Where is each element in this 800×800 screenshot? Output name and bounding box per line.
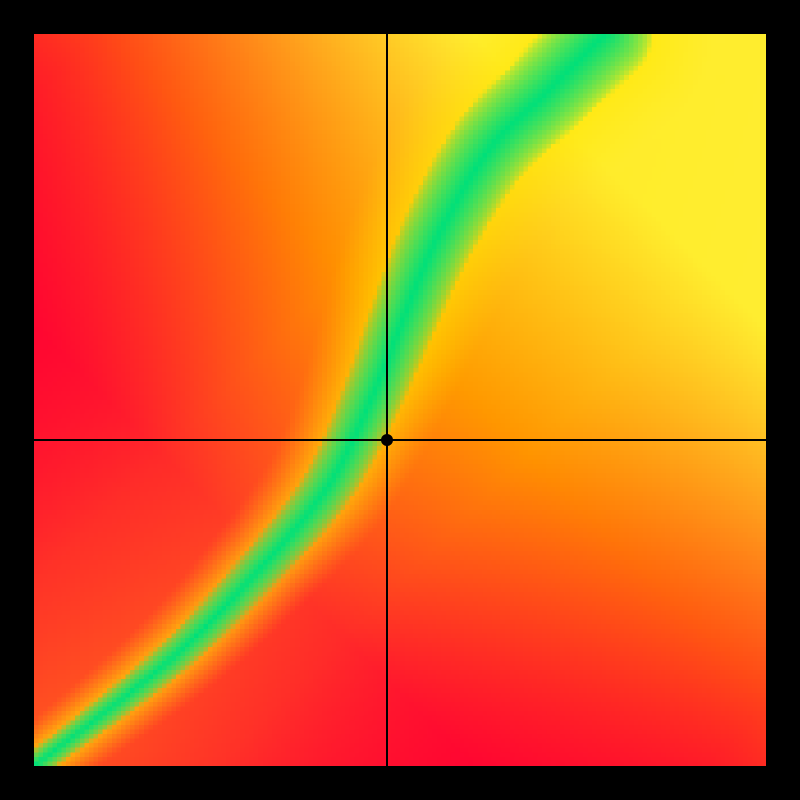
plot-border-right — [766, 0, 800, 800]
bottleneck-heatmap-canvas — [34, 34, 766, 766]
plot-border-bottom — [0, 766, 800, 800]
chart-frame: { "watermark": { "text": "TheBottleneck.… — [0, 0, 800, 800]
plot-area — [0, 0, 800, 800]
plot-border-left — [0, 0, 34, 800]
plot-border-top — [0, 0, 800, 34]
